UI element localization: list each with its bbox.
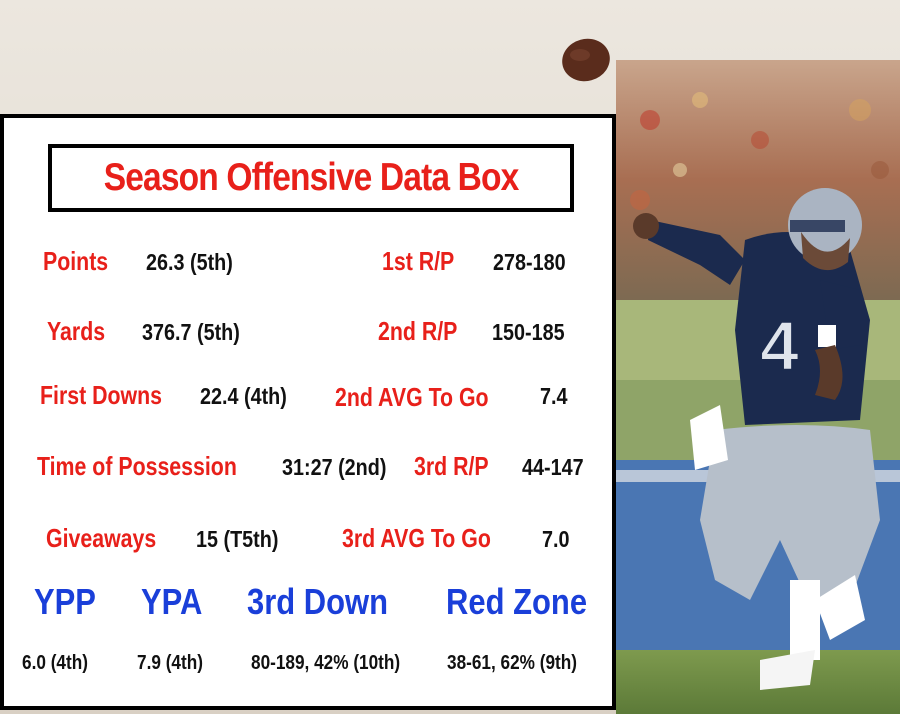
bottom-value-red-zone: 38-61, 62% (9th): [447, 652, 578, 674]
bottom-head-red-zone: Red Zone: [446, 581, 588, 622]
stat-label-1st-rp: 1st R/P: [382, 246, 455, 276]
stat-value-2nd-avg-to-go: 7.4: [540, 383, 568, 409]
bottom-head-ypp: YPP: [34, 581, 96, 622]
svg-text:4: 4: [760, 307, 799, 385]
data-box: Season Offensive Data Box Points 26.3 (5…: [0, 114, 616, 710]
stat-value-time-of-possession: 31:27 (2nd): [282, 454, 387, 480]
stat-value-yards: 376.7 (5th): [142, 319, 240, 345]
stat-label-2nd-avg-to-go: 2nd AVG To Go: [335, 382, 489, 412]
bottom-head-ypa: YPA: [141, 581, 203, 622]
stat-label-points: Points: [43, 246, 109, 276]
stat-label-giveaways: Giveaways: [46, 523, 157, 553]
title-frame: Season Offensive Data Box: [48, 144, 574, 212]
bottom-head-3rd-down: 3rd Down: [247, 581, 389, 622]
quarterback-figure: 4: [633, 188, 880, 690]
bottom-value-ypa: 7.9 (4th): [137, 652, 203, 674]
stat-value-points: 26.3 (5th): [146, 249, 233, 275]
stat-value-3rd-rp: 44-147: [522, 454, 584, 480]
stat-label-2nd-rp: 2nd R/P: [378, 316, 458, 346]
stat-label-time-of-possession: Time of Possession: [37, 451, 237, 481]
bottom-value-ypp: 6.0 (4th): [22, 652, 88, 674]
stat-value-1st-rp: 278-180: [493, 249, 566, 275]
stat-label-3rd-avg-to-go: 3rd AVG To Go: [342, 523, 491, 553]
stat-label-yards: Yards: [47, 316, 106, 346]
stat-value-3rd-avg-to-go: 7.0: [542, 526, 570, 552]
stat-value-first-downs: 22.4 (4th): [200, 383, 287, 409]
stat-label-first-downs: First Downs: [40, 380, 163, 410]
stat-value-2nd-rp: 150-185: [492, 319, 565, 345]
page-title: Season Offensive Data Box: [103, 156, 520, 199]
bottom-value-3rd-down: 80-189, 42% (10th): [251, 652, 401, 674]
stat-label-3rd-rp: 3rd R/P: [414, 451, 489, 481]
stat-value-giveaways: 15 (T5th): [196, 526, 279, 552]
